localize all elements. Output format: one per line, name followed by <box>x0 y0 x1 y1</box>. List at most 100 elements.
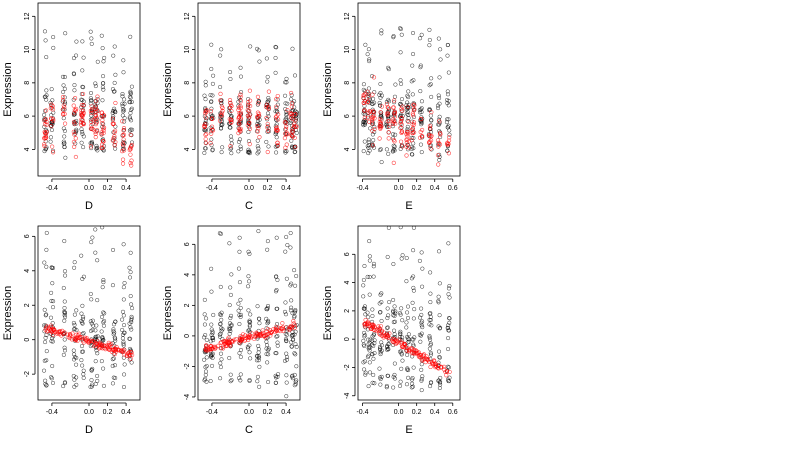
fitted-point <box>102 113 107 118</box>
data-point <box>229 151 234 156</box>
fitted-point <box>218 91 223 96</box>
fitted-point <box>274 97 279 102</box>
data-point <box>264 352 269 357</box>
fitted-point <box>283 145 288 150</box>
data-point <box>392 100 397 105</box>
x-tick-label: 0.0 <box>394 409 404 416</box>
data-point <box>218 351 224 356</box>
data-point <box>89 321 94 326</box>
fitted-point <box>275 143 281 148</box>
fitted-point <box>120 161 126 166</box>
data-point <box>266 379 271 385</box>
data-point <box>400 335 405 340</box>
x-tick-label: 0.6 <box>448 185 458 192</box>
data-point <box>418 110 423 115</box>
data-point <box>210 355 215 360</box>
data-point <box>121 107 126 112</box>
fitted-point <box>105 344 110 349</box>
fitted-point <box>421 353 426 358</box>
data-point <box>209 327 214 332</box>
fitted-point <box>256 101 261 106</box>
data-point <box>274 135 279 140</box>
fitted-point <box>229 103 234 109</box>
data-point <box>420 266 425 271</box>
data-point <box>228 134 234 139</box>
plot-frame <box>37 2 141 177</box>
fitted-point <box>428 146 433 151</box>
fitted-point <box>378 110 383 115</box>
data-point <box>273 373 278 378</box>
data-point <box>436 294 441 299</box>
fitted-point <box>423 356 428 361</box>
data-point <box>121 323 127 328</box>
data-point <box>419 320 424 325</box>
fitted-point <box>265 149 270 155</box>
fitted-point <box>42 142 47 147</box>
data-point <box>406 105 411 110</box>
data-point <box>446 323 451 328</box>
data-point <box>283 127 288 132</box>
fitted-point <box>289 90 294 96</box>
data-point <box>391 342 396 348</box>
y-axis-title: Expression <box>2 62 14 116</box>
data-point <box>113 146 118 151</box>
data-point <box>128 89 133 94</box>
data-point <box>371 261 377 266</box>
data-point <box>112 89 117 94</box>
data-point <box>228 76 233 82</box>
fitted-point <box>404 153 409 158</box>
data-point <box>412 101 417 106</box>
fitted-point <box>237 126 242 132</box>
fitted-point <box>370 121 375 126</box>
data-point <box>292 150 297 155</box>
data-point <box>218 85 223 90</box>
data-point <box>379 28 384 33</box>
data-point <box>289 116 294 121</box>
data-point <box>228 372 233 377</box>
data-point <box>51 299 56 304</box>
data-point <box>445 325 450 330</box>
data-point <box>74 328 79 333</box>
fitted-point <box>101 139 106 144</box>
data-point <box>274 45 279 50</box>
fitted-point <box>246 103 251 108</box>
fitted-point <box>90 126 95 131</box>
data-point <box>288 283 293 288</box>
data-point <box>404 279 409 284</box>
data-point <box>89 98 94 103</box>
fitted-point <box>209 344 214 349</box>
fitted-point <box>378 323 383 329</box>
data-point <box>411 78 416 83</box>
data-point <box>127 94 132 99</box>
x-tick-label: 0.2 <box>412 185 422 192</box>
data-point <box>289 138 294 143</box>
x-tick-label: 0.0 <box>244 185 254 192</box>
data-point <box>445 117 450 122</box>
fitted-point <box>236 107 241 113</box>
data-point <box>386 226 391 230</box>
y-tick-label: 6 <box>344 114 351 118</box>
data-point <box>218 331 223 336</box>
data-point <box>246 328 251 333</box>
fitted-point <box>42 136 47 141</box>
fitted-point <box>435 153 441 158</box>
data-point <box>418 89 423 94</box>
data-point <box>88 29 93 34</box>
fitted-point <box>429 133 434 138</box>
fitted-point <box>229 108 234 114</box>
fitted-point <box>283 131 288 136</box>
fitted-point <box>249 331 254 336</box>
data-point <box>428 82 433 87</box>
fitted-point <box>81 102 86 108</box>
data-point <box>283 117 288 122</box>
fitted-point <box>203 346 209 351</box>
data-point <box>120 91 125 97</box>
fitted-point <box>378 124 383 129</box>
fitted-point <box>247 108 252 113</box>
fitted-point <box>288 115 293 120</box>
data-point <box>400 358 405 363</box>
data-point <box>264 103 269 108</box>
x-tick-label: -0.4 <box>356 409 368 416</box>
data-point <box>203 83 208 88</box>
data-point <box>246 274 251 279</box>
